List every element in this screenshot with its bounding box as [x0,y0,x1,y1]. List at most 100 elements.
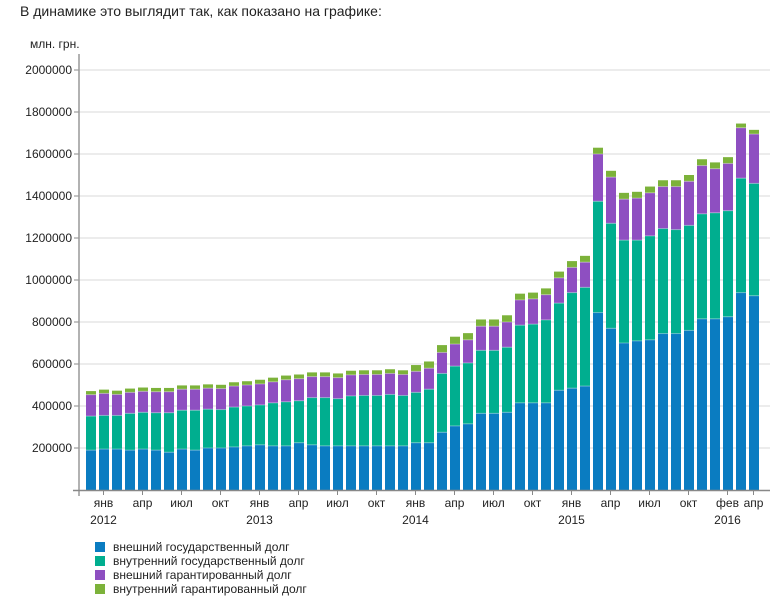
bar-segment-3 [281,379,291,402]
bar-segment-2 [580,287,590,387]
bar-stack [164,387,174,490]
x-tick-month-label: окт [212,496,230,510]
bar-segment-1 [112,449,122,490]
bar-segment-4 [710,162,720,169]
bar-stack [632,191,642,490]
legend-swatch [95,542,105,552]
bar-stack [515,293,525,490]
bar-segment-3 [463,339,473,363]
bar-segment-3 [372,374,382,396]
legend-item: внутренний государственный долг [95,554,307,568]
x-tick-month-label: янв [562,496,582,510]
bar-segment-4 [580,255,590,263]
bar-segment-1 [164,452,174,490]
bar-segment-3 [398,374,408,396]
bar-stack [697,159,707,490]
bar-segment-4 [619,192,629,200]
bar-stack [710,162,720,490]
bar-segment-3 [567,267,577,293]
bar-segment-3 [203,388,213,410]
bar-segment-4 [268,377,278,382]
x-tick-year-label: 2013 [246,513,273,527]
x-tick-month-label: янв [94,496,114,510]
bar-segment-3 [138,391,148,413]
bar-segment-3 [411,371,421,393]
bar-segment-1 [723,316,733,490]
bar-segment-1 [749,295,759,490]
bar-stack [372,370,382,490]
bar-segment-3 [489,326,499,351]
bar-segment-4 [567,261,577,268]
bar-segment-4 [346,370,356,375]
bar-stack [463,333,473,490]
bar-stack [606,170,616,490]
bar-segment-1 [138,449,148,490]
bar-segment-3 [255,383,265,405]
bar-stack [554,271,564,490]
bar-segment-2 [567,292,577,389]
bar-segment-3 [749,134,759,184]
y-tick-label: 1600000 [25,147,72,161]
bar-segment-2 [346,395,356,446]
bar-segment-4 [151,387,161,392]
bar-stack [320,372,330,490]
bar-segment-4 [723,157,733,164]
legend-swatch [95,584,105,594]
bar-segment-4 [216,384,226,389]
bar-stack [749,129,759,490]
bar-segment-4 [203,384,213,389]
bar-stack [437,345,447,490]
bar-segment-1 [372,445,382,490]
bar-segment-1 [502,412,512,490]
bar-segment-4 [463,333,473,340]
x-tick-month-label: июл [482,496,504,510]
bar-segment-4 [411,365,421,372]
bar-segment-4 [684,175,694,182]
bar-segment-2 [515,325,525,403]
bar-segment-3 [593,154,603,202]
legend-label: внутренний государственный долг [113,554,305,568]
bar-segment-1 [86,450,96,490]
bar-stack [151,387,161,490]
bar-segment-2 [190,410,200,451]
bar-segment-3 [515,299,525,326]
bar-segment-2 [86,416,96,451]
bar-segment-4 [554,271,564,278]
x-tick-year-label: 2016 [714,513,741,527]
bar-segment-4 [190,385,200,390]
bar-segment-4 [658,180,668,187]
x-tick-month-label: янв [406,496,426,510]
bar-segment-3 [99,393,109,416]
bar-segment-4 [489,319,499,327]
y-tick-label: 1800000 [25,105,72,119]
bar-segment-1 [671,333,681,490]
x-tick-month-label: апр [601,496,621,510]
bar-stack [593,147,603,490]
bar-segment-1 [307,444,317,490]
x-tick-month-label: июл [170,496,192,510]
bar-segment-1 [99,449,109,490]
bar-segment-4 [255,379,265,384]
bar-segment-4 [671,180,681,187]
y-tick-label: 200000 [32,441,72,455]
bar-segment-3 [125,392,135,414]
bar-segment-3 [528,298,538,325]
bar-stack [736,123,746,490]
bar-segment-4 [424,361,434,369]
y-tick-label: 800000 [32,315,72,329]
bar-segment-1 [203,448,213,490]
legend-swatch [95,570,105,580]
bar-segment-1 [476,413,486,490]
bar-segment-3 [229,386,239,408]
bar-segment-2 [164,412,174,453]
bar-segment-2 [125,413,135,451]
bar-segment-3 [606,177,616,224]
bar-segment-2 [151,412,161,451]
bar-segment-3 [385,373,395,395]
bar-segment-3 [164,391,174,413]
bar-segment-2 [333,398,343,446]
bar-segment-1 [580,386,590,490]
bar-stack [216,384,226,490]
bar-segment-3 [580,262,590,288]
bar-segment-1 [515,402,525,490]
